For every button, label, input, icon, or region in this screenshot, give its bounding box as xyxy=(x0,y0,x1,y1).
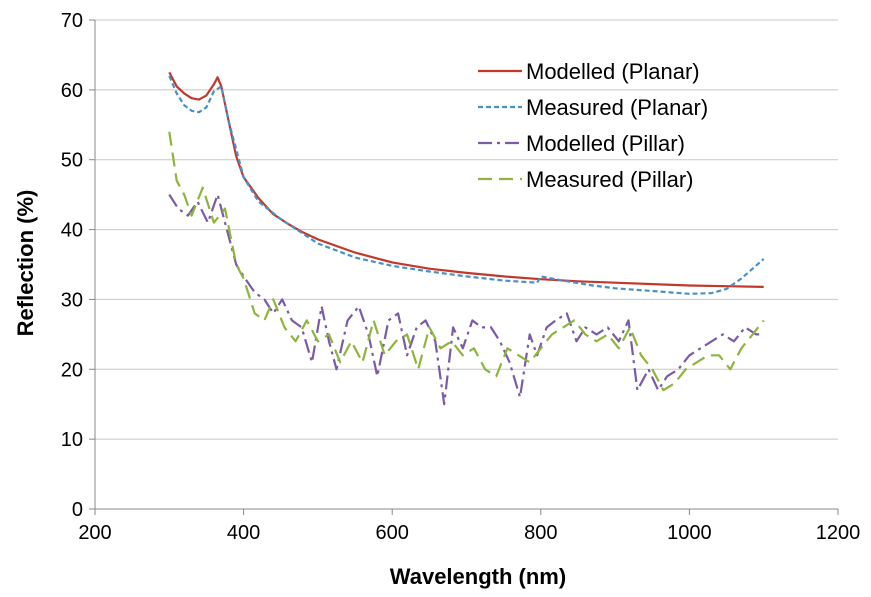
legend: Modelled (Planar) Measured (Planar) Modell… xyxy=(478,59,708,192)
x-tick-label: 400 xyxy=(227,522,260,544)
series-lines xyxy=(168,71,765,406)
series-line-2 xyxy=(168,75,765,295)
y-tick-label: 40 xyxy=(61,220,83,242)
series-line-4 xyxy=(168,131,765,392)
y-tick-label: 10 xyxy=(61,429,83,451)
x-tick-label: 600 xyxy=(376,522,409,544)
x-tick-label: 800 xyxy=(524,522,557,544)
legend-label-2: Measured (Planar) xyxy=(526,95,708,120)
y-tick-label: 70 xyxy=(61,10,83,32)
x-tick-label: 1000 xyxy=(667,522,712,544)
y-tick-label: 0 xyxy=(72,499,83,521)
series-line-3 xyxy=(168,193,764,406)
x-tick-label: 200 xyxy=(78,522,111,544)
axes: 0 10 20 30 40 50 60 70 200 400 600 800 1000 1200 xyxy=(61,10,861,544)
y-axis-title: Reflection (%) xyxy=(13,190,38,337)
legend-label-1: Modelled (Planar) xyxy=(526,59,700,84)
y-tick-label: 30 xyxy=(61,289,83,311)
legend-label-3: Modelled (Pillar) xyxy=(526,131,685,156)
legend-label-4: Measured (Pillar) xyxy=(526,167,694,192)
y-tick-label: 20 xyxy=(61,359,83,381)
x-tick-label: 1200 xyxy=(816,522,861,544)
y-tick-label: 50 xyxy=(61,150,83,172)
x-axis-title: Wavelength (nm) xyxy=(390,564,566,589)
y-tick-label: 60 xyxy=(61,80,83,102)
gridlines xyxy=(95,19,838,510)
